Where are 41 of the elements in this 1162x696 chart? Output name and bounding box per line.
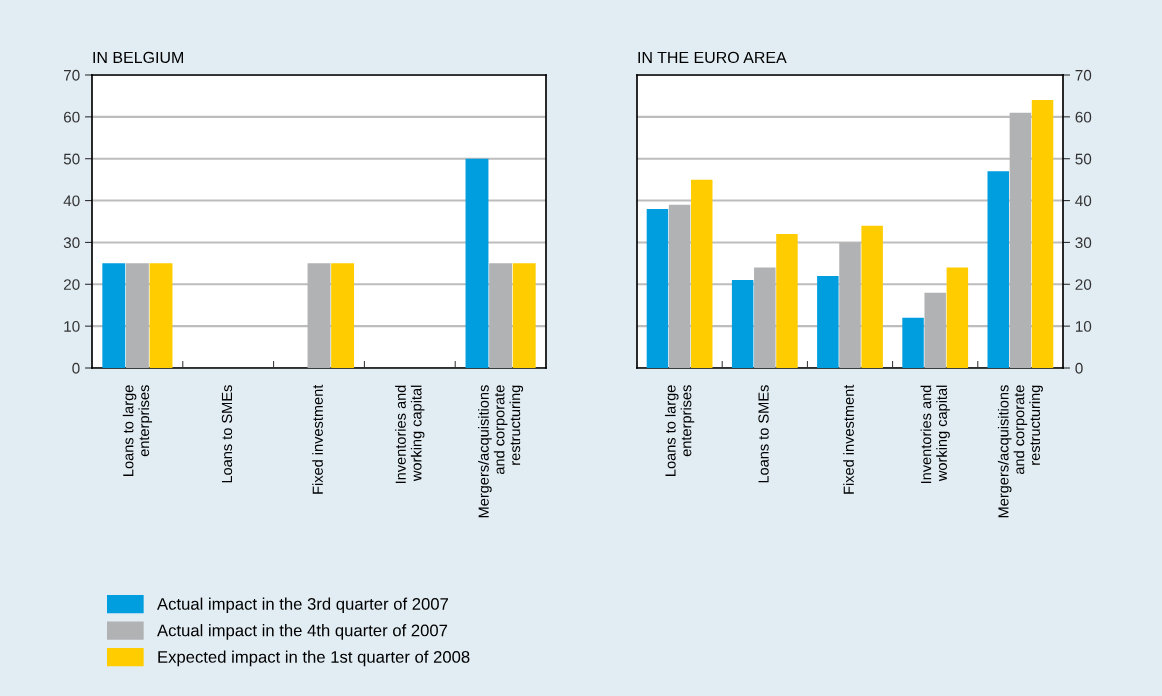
bar (946, 267, 969, 368)
bar (1031, 100, 1054, 368)
x-tick-label: Loans to SMEs (221, 385, 233, 483)
bar (646, 208, 669, 368)
legend-label: Actual impact in the 3rd quarter of 2007 (157, 597, 448, 614)
bar (731, 280, 754, 368)
bar (987, 171, 1009, 368)
x-tick-label: Loans to large enterprises (122, 385, 153, 476)
x-tick-label: Mergers/acquisitions and corporate restructuring (997, 385, 1043, 518)
x-tick-label: Loans to SMEs (758, 385, 769, 483)
bar (817, 275, 839, 368)
bar (691, 179, 713, 368)
chart-title: IN BELGIUM (93, 51, 183, 64)
y-tick-label: 40 (1075, 195, 1092, 207)
y-tick-label: 10 (1075, 321, 1092, 332)
y-tick-label: 30 (63, 237, 80, 249)
bar (776, 234, 798, 368)
y-tick-label: 0 (72, 362, 80, 374)
chart-title: IN THE EURO AREA (638, 51, 787, 64)
y-tick-label: 20 (1075, 279, 1092, 290)
y-tick-label: 70 (1075, 69, 1092, 81)
x-tick-label: Inventories and working capital (395, 385, 425, 484)
bar (861, 225, 883, 368)
y-tick-label: 50 (63, 153, 80, 165)
y-tick-label: 10 (64, 321, 80, 332)
legend-label: Actual impact in the 4th quarter of 2007 (157, 624, 448, 640)
x-tick-label: Fixed investment (312, 384, 323, 494)
x-tick-label: Fixed investment (843, 384, 854, 494)
x-tick-label: Mergers/acquisitions and corporate restructuring (478, 385, 524, 518)
y-tick-label: 0 (1075, 362, 1083, 374)
y-tick-label: 60 (63, 111, 80, 123)
y-tick-label: 60 (1075, 111, 1092, 123)
y-tick-label: 30 (1075, 237, 1092, 249)
y-tick-label: 70 (63, 69, 80, 81)
x-tick-label: Loans to large enterprises (664, 385, 695, 476)
x-tick-label: Inventories and working capital (920, 385, 950, 484)
y-tick-label: 20 (63, 279, 80, 290)
legend-label: Expected impact in the 1st quarter of 2008 (158, 650, 470, 667)
bar (902, 317, 924, 368)
y-tick-label: 40 (63, 195, 80, 207)
y-tick-label: 50 (1075, 153, 1092, 165)
